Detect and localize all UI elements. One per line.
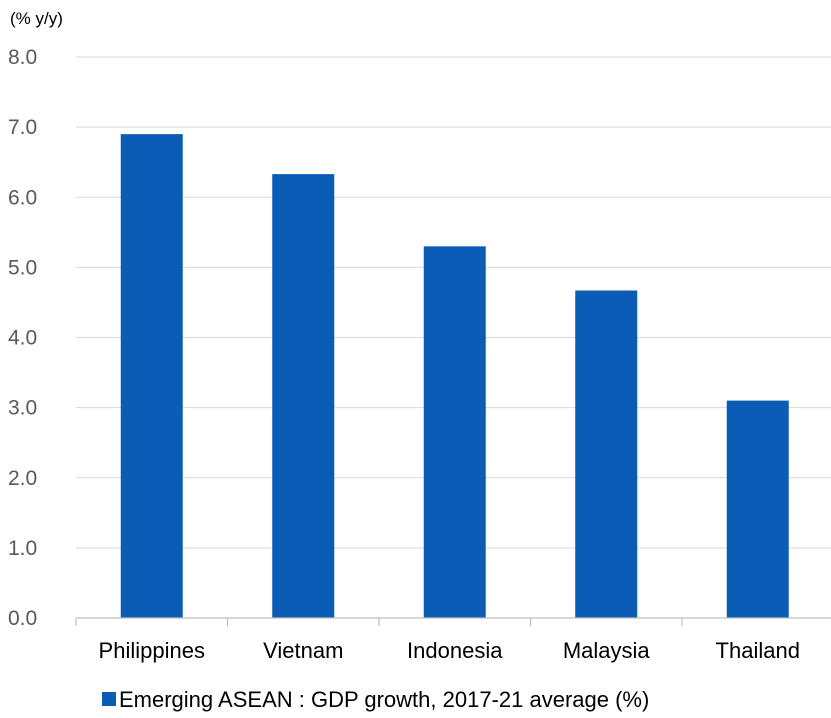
x-axis-category-labels: Philippines Vietnam Indonesia Malaysia Thail… [99, 638, 800, 663]
y-tick-label: 8.0 [8, 46, 37, 69]
bar-indonesia [423, 246, 486, 618]
legend: Emerging ASEAN : GDP growth, 2017-21 ave… [102, 687, 649, 712]
bar-malaysia [575, 290, 638, 618]
bar-thailand [726, 400, 789, 618]
legend-label: Emerging ASEAN : GDP growth, 2017-21 ave… [119, 687, 649, 712]
x-category-label: Vietnam [263, 638, 343, 663]
y-tick-label: 1.0 [8, 537, 37, 560]
y-axis-ticks: 0.0 1.0 2.0 3.0 4.0 5.0 6.0 7.0 8.0 [8, 46, 37, 630]
x-category-label: Indonesia [407, 638, 503, 663]
bar-philippines [120, 134, 183, 618]
x-category-label: Philippines [99, 638, 205, 663]
y-axis-unit-label: (% y/y) [10, 9, 63, 28]
y-tick-label: 2.0 [8, 467, 37, 490]
bar-vietnam [272, 174, 335, 618]
x-category-label: Malaysia [563, 638, 651, 663]
y-tick-label: 4.0 [8, 327, 37, 350]
x-axis [75, 617, 831, 626]
y-tick-label: 3.0 [8, 397, 37, 420]
y-tick-label: 7.0 [8, 116, 37, 139]
y-tick-label: 6.0 [8, 186, 37, 209]
y-tick-label: 5.0 [8, 256, 37, 279]
bars [120, 134, 789, 618]
legend-swatch [102, 692, 116, 706]
x-category-label: Thailand [716, 638, 800, 663]
y-tick-label: 0.0 [8, 607, 37, 630]
